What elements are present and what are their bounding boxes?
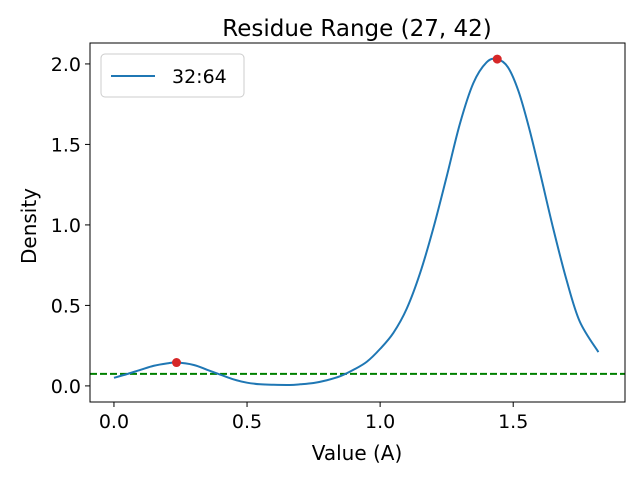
y-tick-label: 1.5 (51, 134, 81, 156)
legend: 32:64 (100, 53, 245, 98)
y-tick-label: 0.5 (51, 295, 81, 317)
x-tick-label: 1.5 (498, 411, 528, 433)
peak-marker-1 (492, 54, 502, 64)
y-axis-label: Density (17, 188, 41, 264)
axes-frame (89, 42, 626, 403)
x-axis: 0.0 0.5 1.0 1.5 (99, 402, 528, 433)
legend-label: 32:64 (172, 66, 227, 88)
x-tick-label: 1.0 (365, 411, 395, 433)
legend-box (100, 53, 245, 98)
y-tick-label: 2.0 (51, 54, 81, 76)
chart-title: Residue Range (27, 42) (222, 16, 491, 42)
x-tick-label: 0.0 (99, 411, 129, 433)
x-tick-label: 0.5 (232, 411, 262, 433)
y-tick-label: 1.0 (51, 215, 81, 237)
peak-marker-0 (172, 358, 182, 368)
y-axis: 0.0 0.5 1.0 1.5 2.0 (51, 54, 90, 398)
series-line-0 (113, 57, 600, 386)
plot-area (90, 54, 625, 386)
x-axis-label: Value (A) (312, 441, 403, 465)
y-tick-label: 0.0 (51, 376, 81, 398)
